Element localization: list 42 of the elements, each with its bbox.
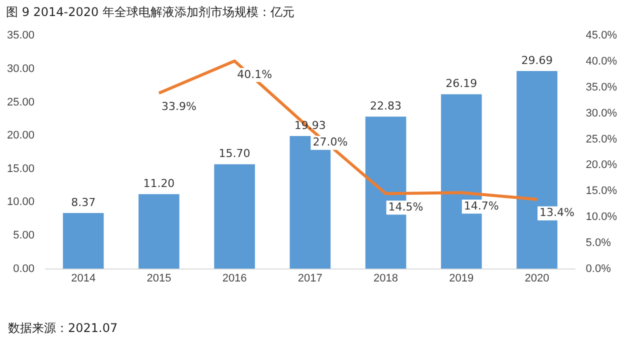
y2-tick-label: 10.0% [586,211,618,224]
data-label: 29.69 [521,54,553,67]
chart-title: 图 9 2014-2020 年全球电解液添加剂市场规模：亿元 [6,4,294,21]
bar [138,194,180,269]
data-label: 26.19 [446,77,478,90]
data-label: 8.37 [71,196,96,209]
source-note: 数据来源：2021.07 [8,320,118,337]
data-label: 33.9% [161,100,196,113]
y-tick-label: 0.00 [13,262,35,275]
data-label: 40.1% [237,68,272,81]
x-tick-label: 2020 [524,272,550,284]
x-tick-label: 2015 [146,272,172,284]
y2-tick-label: 30.0% [586,107,618,120]
y-tick-label: 10.00 [6,196,35,208]
y2-tick-label: 5.0% [586,236,612,249]
x-tick-label: 2018 [374,272,398,284]
x-tick-label: 2016 [222,272,247,284]
y-tick-label: 35.00 [6,30,35,42]
y2-tick-label: 0.0% [586,262,612,275]
y2-tick-label: 25.0% [586,133,618,146]
bar [62,213,104,269]
y-tick-label: 5.00 [13,230,35,242]
data-label: 14.7% [464,199,499,212]
data-label: 22.83 [370,100,402,113]
y2-tick-label: 35.0% [586,81,618,94]
y2-tick-label: 40.0% [586,56,618,68]
data-label: 13.4% [540,206,574,220]
data-label: 27.0% [312,136,348,149]
y-tick-label: 25.00 [6,96,35,108]
y-tick-label: 30.00 [6,62,35,75]
y2-tick-label: 15.0% [586,185,618,198]
data-label: 11.20 [143,177,175,190]
data-label: 14.5% [388,200,424,214]
bar [214,164,255,269]
y-tick-label: 20.00 [6,130,35,142]
x-tick-label: 2019 [449,272,474,284]
x-tick-label: 2017 [298,272,322,284]
x-tick-label: 2014 [71,272,96,284]
data-label: 15.70 [218,147,250,160]
y2-tick-label: 45.0% [586,30,618,42]
y-tick-label: 15.00 [6,162,35,175]
y2-tick-label: 20.0% [586,159,618,172]
